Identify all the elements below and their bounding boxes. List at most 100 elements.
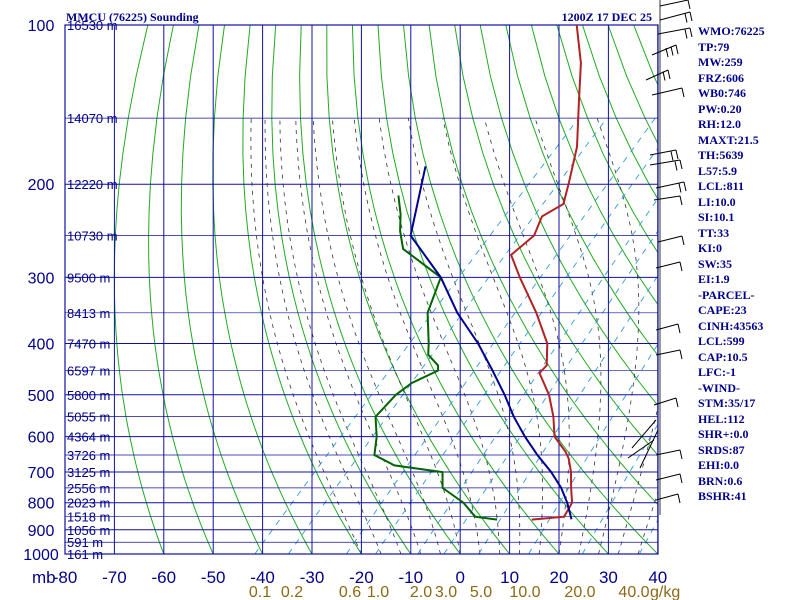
mixing-ratio-label: 20.0 [564,584,595,600]
index-item: WB0:746 [698,86,746,100]
dry-adiabat-line [326,25,510,554]
moist-adiabat-line [279,118,402,554]
mixing-ratio-label: 0.2 [281,584,303,600]
height-label: 10730 m [67,229,118,244]
pressure-tick-label: 1000 [23,547,59,564]
wind-barb-feather [674,161,678,171]
wind-barb-feather [677,493,681,504]
wind-barb-staff [655,323,679,331]
moist-adiabat-line [312,118,441,554]
wind-barb-feather [679,449,683,460]
pressure-tick-label: 600 [28,430,55,447]
height-label: 4364 m [67,430,110,445]
height-label: 3726 m [67,448,110,463]
height-label: 14070 m [67,111,118,126]
wind-barb-feather [689,11,693,22]
mixing-ratio-line [581,423,658,554]
height-label: 6597 m [67,364,110,379]
pressure-tick-label: 700 [28,465,55,482]
index-item: HEL:112 [698,411,745,426]
moist-adiabat-line [407,118,521,554]
index-item: PW:0.20 [698,101,742,116]
parcel-profile [409,166,573,520]
wind-barb-staff [645,69,669,81]
wind-barb-feather [683,181,687,192]
pressure-tick-label: 400 [28,336,55,353]
mixing-ratio-line [478,274,658,554]
index-item: STM:35/17 [698,396,756,410]
wind-barb-feather [679,159,683,170]
index-item: CAPE:23 [698,303,747,317]
pressure-tick-label: 800 [28,496,55,513]
moist-adiabats [250,118,658,554]
index-item: SI:10.1 [698,210,735,224]
wind-barb-staff [649,149,677,156]
dry-adiabat-line [113,25,165,554]
dry-adiabat-line [428,25,658,506]
wind-barb-feather [677,323,681,334]
moist-adiabat-line [484,118,570,554]
height-label: 1518 m [67,510,110,525]
wind-barb-feather [662,71,666,81]
wind-barb-staff [631,419,657,449]
index-item: -PARCEL- [698,287,755,302]
wind-barb-feather [678,183,682,193]
height-label: 12220 m [67,177,118,192]
temperature-tick-label: -20 [349,568,374,587]
index-item: FRZ:606 [698,70,744,85]
dry-adiabat-line [148,25,214,554]
mixing-ratio-label: 0.1 [249,584,271,600]
moist-adiabat-line [637,490,658,554]
index-item: CINH:43563 [698,318,764,333]
wind-barb-feather [665,47,669,58]
wind-barb-feather [684,29,688,39]
wind-barb-staff [651,44,677,56]
chart-datetime: 1200Z 17 DEC 25 [562,10,652,24]
height-label: 5055 m [67,410,110,425]
index-item: BRN:0.6 [698,473,743,488]
index-item: TT:33 [698,225,730,240]
height-label: 7470 m [67,336,110,351]
pressure-tick-label: 900 [28,523,55,540]
index-item: MW:259 [698,55,743,69]
index-item: -WIND- [698,380,740,395]
wind-barb-feather [679,473,683,484]
index-item: EI:1.9 [698,272,730,286]
pressure-tick-label: 100 [28,18,55,35]
wind-barb-feather [670,46,674,56]
dry-adiabat-line [351,25,560,554]
temperature-tick-label: -10 [399,568,424,587]
wind-barb-staff [659,0,689,7]
mixing-ratio-unit: g/kg [650,584,680,600]
wind-barb-feather [684,13,688,23]
wind-barb-feather [675,397,679,408]
height-label: 161 m [67,547,103,562]
height-label: 591 m [67,535,103,550]
mixing-ratio-line [287,117,608,554]
mixing-ratio-line [254,117,579,554]
wind-barb-staff [657,27,691,35]
mb-corner-label: mb [32,568,56,587]
index-item: SW:35 [698,256,733,271]
dewpoint-profile [373,195,498,521]
wind-barb-feather [681,235,685,246]
index-item: TH:5639 [698,148,744,162]
wind-barb-feather [681,87,685,98]
wind-barb-feather [675,44,679,55]
mixing-ratio-label: 0.6 [339,584,361,600]
wind-barb-staff [639,429,659,469]
moist-adiabat-line [617,405,658,554]
wind-barb-staff [655,181,685,189]
index-item: MAXT:21.5 [698,132,759,147]
height-label: 8413 m [67,306,110,321]
wind-barb-feather [667,69,671,80]
temperature-tick-label: -40 [250,568,275,587]
mixing-ratio-label: 1.0 [367,584,389,600]
pressure-tick-label: 500 [28,388,55,405]
wind-barb-feather [679,261,683,272]
moist-adiabat-line [264,118,382,554]
wind-barb-staff [655,493,679,501]
mixing-ratio-label: 3.0 [435,584,457,600]
height-label: 5800 m [67,388,110,403]
